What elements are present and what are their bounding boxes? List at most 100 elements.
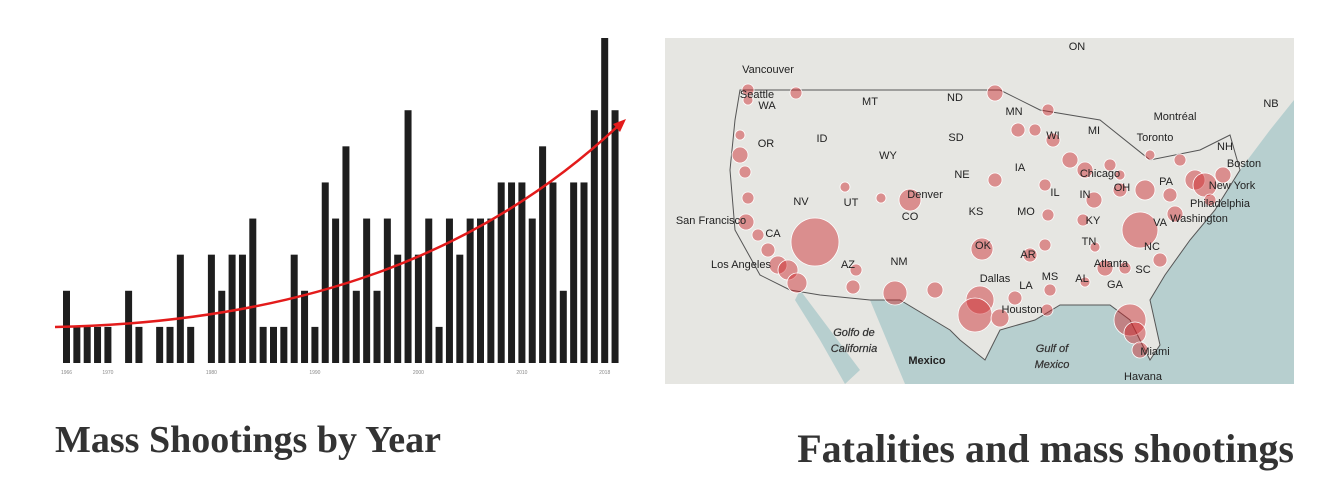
map-label: AR xyxy=(1020,249,1035,261)
map-label: Montréal xyxy=(1154,111,1197,123)
incident-circle xyxy=(1173,153,1187,167)
map-label: IL xyxy=(1050,187,1059,199)
incident-circle xyxy=(1123,321,1147,345)
bar xyxy=(559,290,567,363)
incident-circle xyxy=(1131,341,1149,359)
x-tick-label: 1966 xyxy=(61,370,72,376)
bar xyxy=(218,290,226,363)
bar xyxy=(207,254,215,363)
map-label: MS xyxy=(1042,271,1059,283)
trend-arrow xyxy=(613,119,626,132)
map-label: OK xyxy=(975,240,992,252)
incident-circle xyxy=(1038,178,1052,192)
bar xyxy=(352,290,360,363)
bar xyxy=(290,254,298,363)
incident-circle xyxy=(1096,259,1114,277)
bar xyxy=(83,326,91,363)
map-label: Golfo de xyxy=(833,327,875,339)
incident-circle xyxy=(1007,290,1023,306)
map-label: Boston xyxy=(1227,158,1261,170)
incident-circle xyxy=(789,86,803,100)
incident-circle xyxy=(1045,132,1061,148)
bar xyxy=(394,254,402,363)
map-label: Gulf of xyxy=(1036,343,1069,355)
bar xyxy=(104,326,112,363)
chart-caption: Mass Shootings by Year xyxy=(55,419,441,461)
map-label: IA xyxy=(1015,162,1026,174)
map-label: MI xyxy=(1088,125,1100,137)
incident-circles xyxy=(731,83,1232,359)
x-tick-label: 2010 xyxy=(516,370,527,376)
map-label: Seattle xyxy=(740,89,774,101)
incident-circle xyxy=(1022,247,1038,263)
map-label: IN xyxy=(1080,189,1091,201)
bar xyxy=(342,146,350,363)
map-label: New York xyxy=(1209,180,1256,192)
map-label: WI xyxy=(1046,130,1059,142)
map-label: Chicago xyxy=(1080,168,1120,180)
bar xyxy=(166,326,174,363)
bar xyxy=(373,290,381,363)
incident-circle xyxy=(875,192,887,204)
map-label: CO xyxy=(902,211,919,223)
bar xyxy=(477,218,484,363)
map-caption: Fatalities and mass shootings xyxy=(797,426,1294,471)
incident-circle xyxy=(734,129,746,141)
bar xyxy=(259,326,267,363)
incident-circle xyxy=(1184,169,1206,191)
map-label: MT xyxy=(862,96,878,108)
bar xyxy=(73,326,81,363)
map-label: WA xyxy=(758,100,776,112)
incident-circle xyxy=(790,217,840,267)
bar xyxy=(228,254,236,363)
map-label: NH xyxy=(1217,141,1233,153)
incident-circle xyxy=(1114,169,1126,181)
map-label: ND xyxy=(947,92,963,104)
incident-circle xyxy=(1152,252,1168,268)
incident-circle xyxy=(1103,158,1117,172)
bar xyxy=(539,146,547,363)
bar xyxy=(135,326,143,363)
incident-circle xyxy=(1076,213,1090,227)
map-label: NB xyxy=(1263,98,1278,110)
incident-circle xyxy=(1118,261,1132,275)
map-gulf xyxy=(795,290,860,384)
map-label: Mexico xyxy=(1035,359,1070,371)
incident-circle xyxy=(1040,303,1054,317)
bar xyxy=(580,182,588,363)
map-label: AZ xyxy=(841,259,855,271)
bar xyxy=(311,326,319,363)
bar xyxy=(487,218,495,363)
incident-circle xyxy=(1061,151,1079,169)
x-tick-label: 1990 xyxy=(309,370,320,376)
incident-circle xyxy=(760,242,776,258)
bar xyxy=(249,218,257,363)
map-label: NC xyxy=(1144,241,1160,253)
incident-circle xyxy=(1085,191,1103,209)
x-tick-label: 2018 xyxy=(599,370,610,376)
incident-circle xyxy=(1041,208,1055,222)
bar xyxy=(321,182,329,363)
incident-circle xyxy=(970,237,994,261)
incident-circle xyxy=(1010,122,1026,138)
map-label: MN xyxy=(1005,106,1022,118)
incident-circle xyxy=(742,94,754,106)
map-label: OH xyxy=(1114,182,1131,194)
map-label: Toronto xyxy=(1137,132,1174,144)
map-label: Houston xyxy=(1002,304,1043,316)
bar-chart: 1966 1970 1980 1990 2000 2010 2018 xyxy=(61,38,619,376)
map-label: ON xyxy=(1069,41,1086,53)
map-label: NM xyxy=(890,256,907,268)
incident-circle xyxy=(1076,161,1094,179)
incident-circle xyxy=(768,255,788,275)
map-label: ID xyxy=(817,133,828,145)
map-label: Los Angeles xyxy=(711,259,771,271)
incident-circle xyxy=(1134,179,1156,201)
incident-circle xyxy=(957,297,993,333)
incident-circle xyxy=(965,285,995,315)
incident-circle xyxy=(1028,123,1042,137)
map-label: Vancouver xyxy=(742,64,794,76)
bar xyxy=(570,182,578,363)
map-label: LA xyxy=(1019,280,1033,292)
map-label: NV xyxy=(793,196,809,208)
